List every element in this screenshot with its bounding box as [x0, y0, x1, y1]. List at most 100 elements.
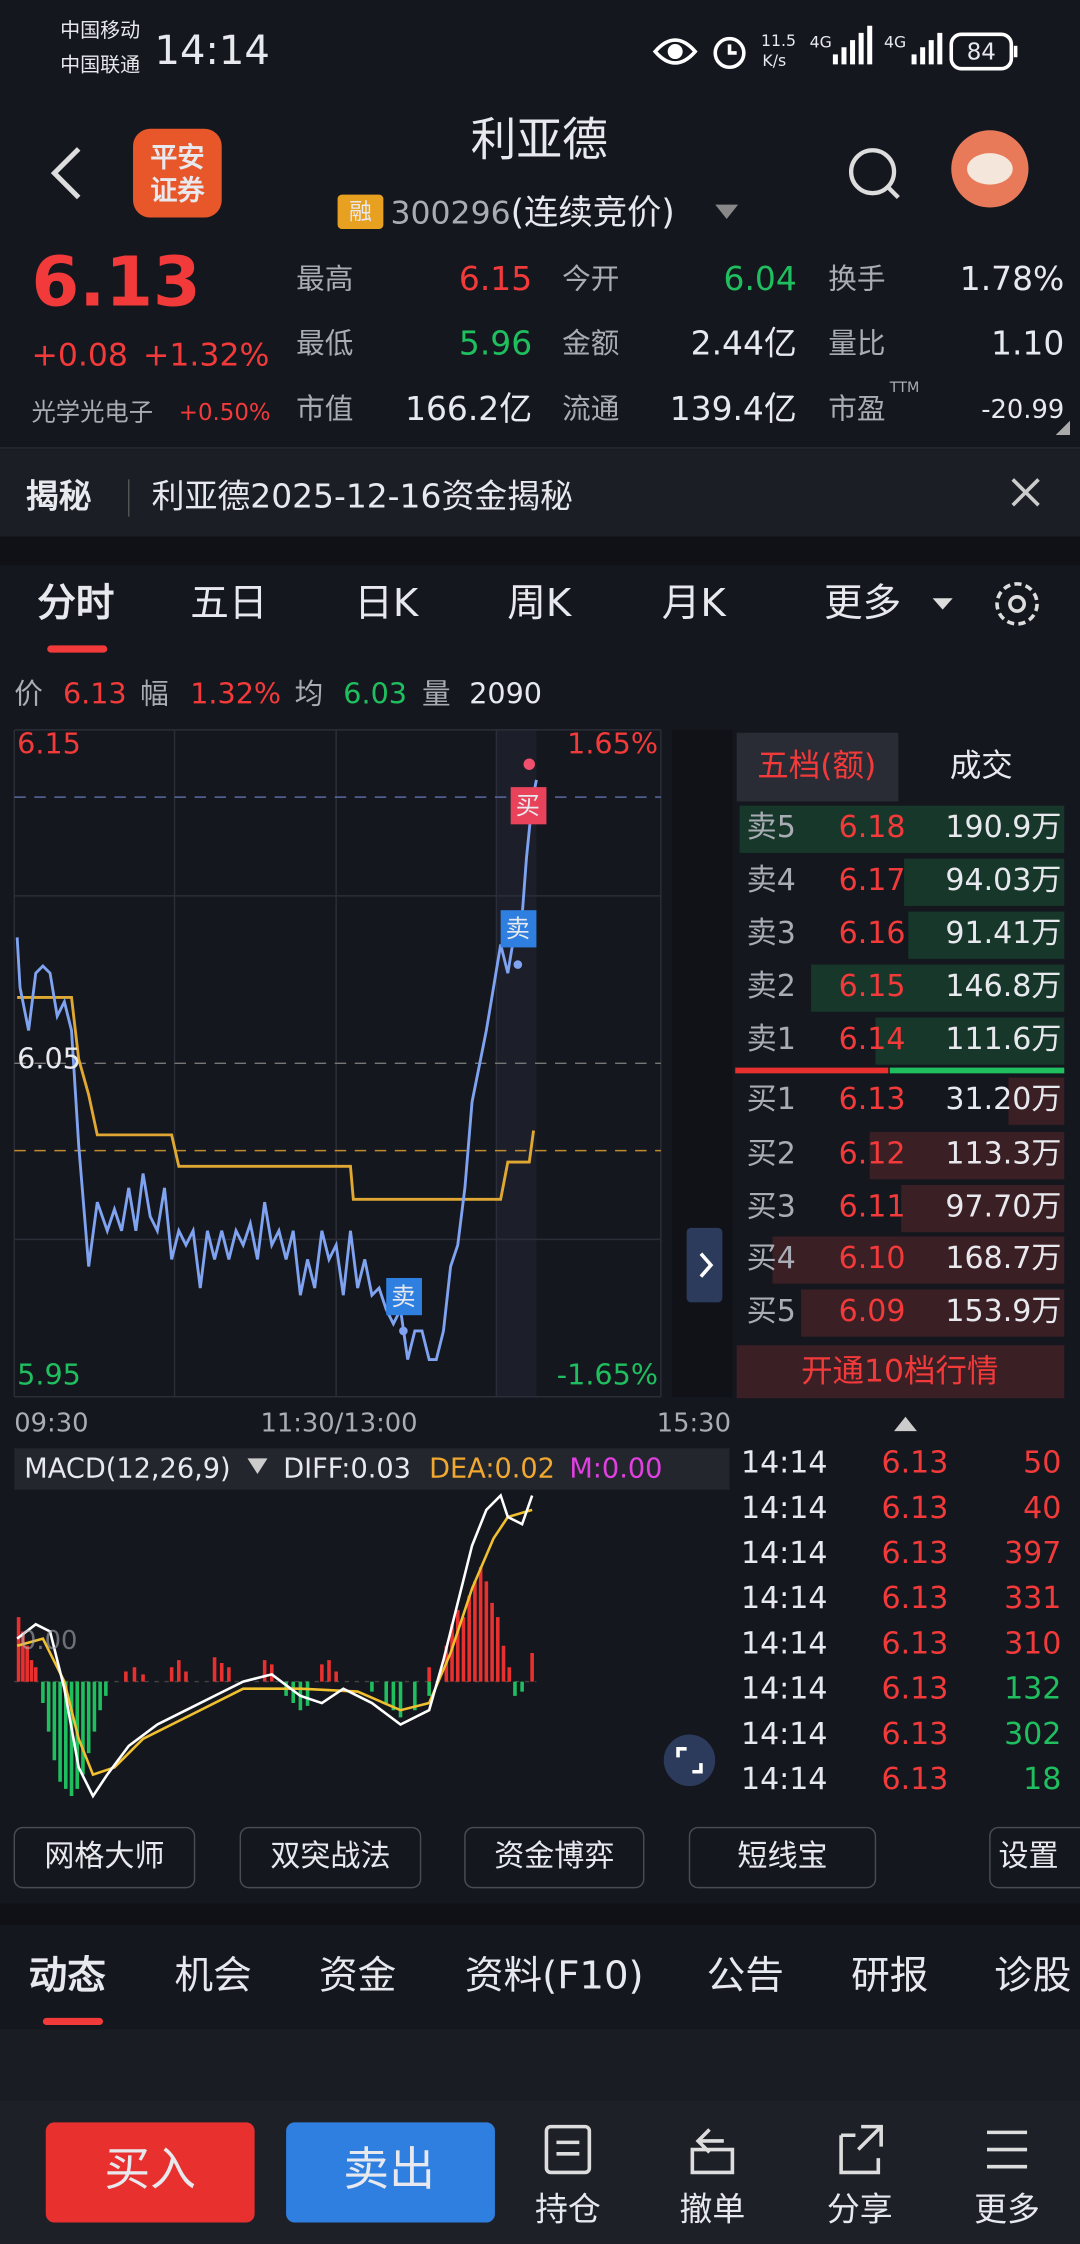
footer-action[interactable]: 持仓 [535, 2190, 601, 2229]
book-level: 买1 [747, 1082, 796, 1117]
book-price: 6.09 [839, 1294, 906, 1329]
dropdown[interactable] [715, 204, 739, 219]
tool-button[interactable] [13, 1826, 196, 1889]
expand-arrow[interactable] [894, 1416, 917, 1432]
tab-underline [42, 2017, 103, 2026]
tool-label[interactable]: 短线宝 [737, 1839, 827, 1874]
stat-value: 139.4亿 [670, 389, 797, 428]
tool-button[interactable] [464, 1826, 645, 1889]
quote-stats: 最高 6.15 今开 6.04 换手 1.78% 最低 5.96 金额 2.44亿 量比 1.10 市值… [296, 259, 1064, 428]
book-tab[interactable]: 成交 [950, 748, 1013, 784]
period-tab[interactable]: 月K [662, 581, 728, 626]
banner[interactable] [0, 449, 1080, 537]
trade-time: 14:14 [741, 1762, 828, 1797]
stat-value: 1.10 [991, 323, 1064, 362]
content-tabs: 动态 机会 资金 资料(F10) 公告 研报 诊股 [29, 1953, 1072, 1998]
settings-button[interactable] [995, 582, 1039, 626]
stat-label: 市值 [296, 392, 353, 426]
content-tab[interactable]: 资料(F10) [465, 1953, 644, 1998]
period-tab[interactable]: 更多 [824, 581, 901, 626]
price-change: +0.08 [31, 337, 127, 373]
close-button[interactable] [1011, 478, 1040, 507]
trade-price: 6.13 [882, 1626, 949, 1661]
content-tab[interactable]: 研报 [851, 1953, 928, 1998]
info-label: 均 [295, 677, 324, 711]
sell-button-text[interactable]: 卖出 [343, 2143, 435, 2196]
macd-diff: DIFF:0.03 [283, 1453, 411, 1484]
trade-ticks: 14:14 6.13 50 14:14 6.13 40 14:14 6.13 397 14:14 6… [741, 1446, 1061, 1798]
book-tab[interactable]: 五档(额) [757, 748, 876, 784]
book-level: 卖1 [747, 1022, 796, 1057]
tool-label[interactable]: 资金博弈 [494, 1839, 614, 1874]
battery: 84 [967, 39, 996, 65]
footer-action[interactable]: 分享 [827, 2190, 893, 2229]
banner-text: 利亚德2025-12-16资金揭秘 [152, 477, 573, 516]
content-tab[interactable]: 机会 [175, 1953, 252, 1998]
trade-marker: 卖 [506, 914, 530, 943]
status-icons [652, 25, 1018, 71]
network: 4G [884, 32, 906, 51]
book-price: 6.13 [839, 1082, 906, 1117]
depth-bar [801, 1289, 1065, 1337]
tool-label[interactable]: 双突战法 [270, 1839, 390, 1874]
stock-code: 300296 [391, 196, 511, 232]
stat-label: 今开 [562, 261, 619, 295]
period-tab[interactable]: 日K [354, 581, 420, 626]
tool-button[interactable] [688, 1826, 877, 1889]
footer-action[interactable]: 撤单 [679, 2190, 745, 2229]
tool-label[interactable]: 网格大师 [44, 1839, 164, 1874]
book-level: 买2 [747, 1136, 796, 1171]
period-tab[interactable]: 五日 [190, 581, 267, 626]
book-amount: 111.6万 [945, 1022, 1061, 1057]
tool-button[interactable] [989, 1826, 1080, 1889]
book-level: 买4 [747, 1241, 796, 1276]
stat-value: 6.15 [459, 259, 532, 298]
book-upgrade-button[interactable] [736, 1345, 1065, 1399]
trade-time: 14:14 [741, 1626, 828, 1661]
trade-volume: 132 [1004, 1672, 1061, 1707]
search-button[interactable] [848, 148, 900, 200]
macd-zero-label: 0.00 [20, 1626, 77, 1656]
trade-price: 6.13 [882, 1491, 949, 1526]
macd-m: M:0.00 [569, 1453, 662, 1484]
content-tab[interactable]: 诊股 [994, 1953, 1071, 1998]
content-tab[interactable]: 动态 [29, 1953, 107, 1998]
macd-label[interactable]: MACD(12,26,9) [24, 1453, 230, 1484]
tool-label[interactable]: 设置 [998, 1839, 1058, 1874]
footer-action[interactable]: 更多 [974, 2190, 1040, 2229]
book-tab-active[interactable] [736, 732, 899, 802]
tool-button[interactable] [239, 1826, 422, 1889]
broker-text: 证券 [150, 174, 205, 206]
cursor-info: 价 6.13 幅 1.32% 均 6.03 量 2090 [14, 677, 542, 711]
content-tab[interactable]: 资金 [319, 1953, 396, 1998]
depth-bar [875, 1017, 1065, 1065]
price-axis-label: 6.05 [17, 1041, 81, 1075]
trade-time: 14:14 [741, 1446, 828, 1481]
period-tab[interactable]: 周K [507, 581, 573, 626]
depth-bar [739, 805, 1065, 853]
book-upgrade-text[interactable]: 开通10档行情 [801, 1353, 998, 1389]
info-value: 6.13 [63, 677, 127, 711]
sector-change: +0.50% [179, 400, 271, 426]
back-button[interactable] [50, 147, 81, 200]
info-value: 2090 [469, 677, 542, 711]
stat-value: 166.2亿 [405, 389, 532, 428]
trade-time: 14:14 [741, 1536, 828, 1571]
dropdown[interactable] [932, 598, 953, 610]
book-price: 6.16 [839, 916, 906, 951]
stat-label: 市盈 [828, 392, 885, 426]
sector: 光学光电子 [31, 398, 153, 427]
dropdown[interactable] [247, 1458, 268, 1475]
book-amount: 190.9万 [945, 810, 1061, 845]
buy-button[interactable] [45, 2122, 255, 2223]
sell-button[interactable] [286, 2122, 495, 2223]
info-value: 6.03 [343, 677, 407, 711]
trade-volume: 310 [1004, 1626, 1061, 1661]
margin-tag [337, 194, 384, 229]
buy-button-text[interactable]: 买入 [104, 2143, 196, 2196]
content-tab[interactable]: 公告 [707, 1953, 784, 1998]
book-level: 卖5 [747, 810, 796, 845]
period-tab[interactable]: 分时 [37, 581, 114, 626]
